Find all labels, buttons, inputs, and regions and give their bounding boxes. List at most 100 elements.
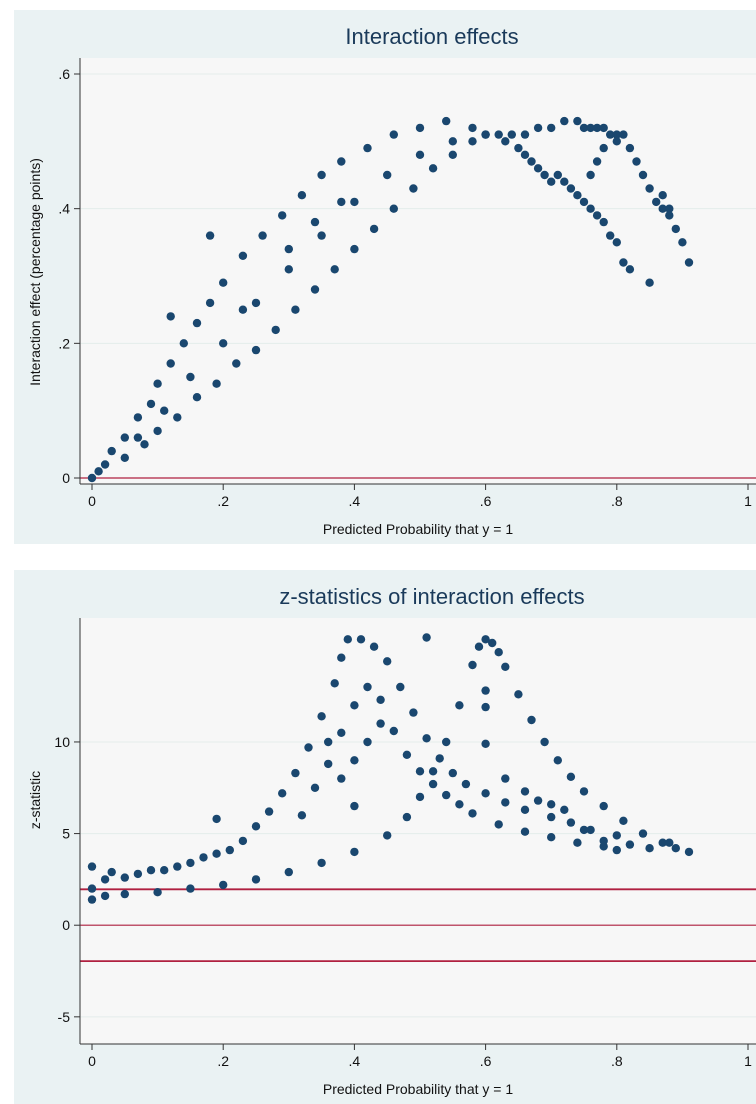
- data-point: [330, 679, 339, 688]
- data-point: [330, 265, 339, 274]
- data-point: [428, 779, 438, 789]
- data-point: [560, 805, 569, 814]
- data-point: [212, 379, 221, 388]
- x-tick-label: .4: [349, 493, 361, 509]
- data-point: [520, 787, 530, 796]
- data-point: [547, 800, 556, 809]
- data-point: [468, 809, 477, 818]
- data-point: [278, 789, 287, 798]
- data-point: [494, 648, 503, 657]
- data-point: [186, 858, 195, 868]
- data-point: [179, 339, 188, 348]
- data-point: [376, 719, 385, 728]
- data-point: [369, 642, 379, 651]
- x-tick-label: .6: [480, 1053, 492, 1069]
- data-point: [324, 759, 333, 769]
- data-point: [415, 150, 425, 159]
- data-point: [579, 123, 589, 133]
- data-point: [258, 231, 267, 240]
- data-point: [409, 708, 418, 717]
- data-point: [278, 211, 287, 220]
- data-point: [645, 844, 654, 853]
- data-point: [566, 772, 576, 781]
- data-point: [455, 701, 464, 710]
- y-tick-label: -5: [58, 1009, 71, 1025]
- data-point: [251, 298, 261, 308]
- data-point: [671, 224, 680, 234]
- data-point: [317, 231, 326, 240]
- y-tick-label: .2: [58, 335, 70, 351]
- panel-2-plot-area: [80, 618, 756, 1044]
- data-point: [160, 866, 169, 875]
- data-point: [199, 853, 208, 862]
- data-point: [658, 838, 667, 847]
- data-point: [599, 801, 608, 811]
- x-tick-label: 1: [744, 493, 752, 509]
- data-point: [442, 790, 451, 800]
- data-point: [212, 849, 221, 858]
- data-point: [238, 305, 248, 314]
- data-point: [435, 754, 444, 763]
- data-point: [153, 379, 162, 388]
- data-point: [592, 157, 602, 166]
- data-point: [586, 123, 595, 133]
- data-point: [153, 888, 162, 897]
- panel-1-points: [87, 116, 694, 483]
- data-point: [514, 690, 523, 699]
- data-point: [160, 406, 169, 415]
- data-point: [304, 743, 313, 752]
- data-point: [383, 831, 392, 840]
- data-point: [606, 231, 615, 240]
- data-point: [337, 157, 346, 166]
- data-point: [337, 728, 346, 737]
- data-point: [212, 814, 221, 824]
- data-point: [481, 789, 490, 798]
- data-point: [520, 827, 530, 836]
- data-point: [442, 116, 451, 126]
- data-point: [474, 642, 484, 651]
- data-point: [468, 123, 477, 133]
- data-point: [87, 895, 97, 904]
- data-point: [317, 170, 326, 180]
- data-point: [173, 413, 182, 422]
- data-point: [350, 244, 359, 254]
- data-point: [599, 123, 608, 133]
- data-point: [310, 783, 320, 792]
- data-point: [251, 822, 261, 831]
- data-point: [494, 820, 503, 829]
- data-point: [625, 840, 635, 849]
- data-point: [514, 143, 523, 153]
- x-tick-label: 1: [744, 1053, 752, 1069]
- data-point: [107, 867, 116, 877]
- data-point: [501, 798, 510, 807]
- data-point: [586, 825, 595, 835]
- y-tick-label: 5: [62, 826, 70, 842]
- data-point: [219, 339, 228, 348]
- data-point: [192, 393, 202, 402]
- data-point: [533, 796, 543, 805]
- data-point: [350, 801, 359, 811]
- data-point: [461, 779, 471, 789]
- data-point: [317, 858, 326, 868]
- data-point: [192, 318, 202, 328]
- y-tick-label: 0: [62, 917, 70, 933]
- data-point: [219, 880, 228, 890]
- data-point: [219, 278, 228, 287]
- data-point: [166, 359, 175, 368]
- data-point: [363, 737, 372, 747]
- data-point: [520, 130, 530, 139]
- data-point: [547, 123, 556, 133]
- data-point: [533, 164, 543, 173]
- data-point: [586, 204, 595, 213]
- data-point: [409, 184, 418, 193]
- data-point: [87, 884, 97, 893]
- data-point: [350, 756, 359, 765]
- data-point: [297, 811, 307, 820]
- data-point: [481, 130, 490, 139]
- data-point: [553, 170, 562, 180]
- data-point: [100, 460, 110, 469]
- panel-1-x-axis-label: Predicted Probability that y = 1: [323, 521, 513, 537]
- data-point: [310, 285, 320, 294]
- data-point: [599, 836, 608, 846]
- data-point: [264, 807, 274, 816]
